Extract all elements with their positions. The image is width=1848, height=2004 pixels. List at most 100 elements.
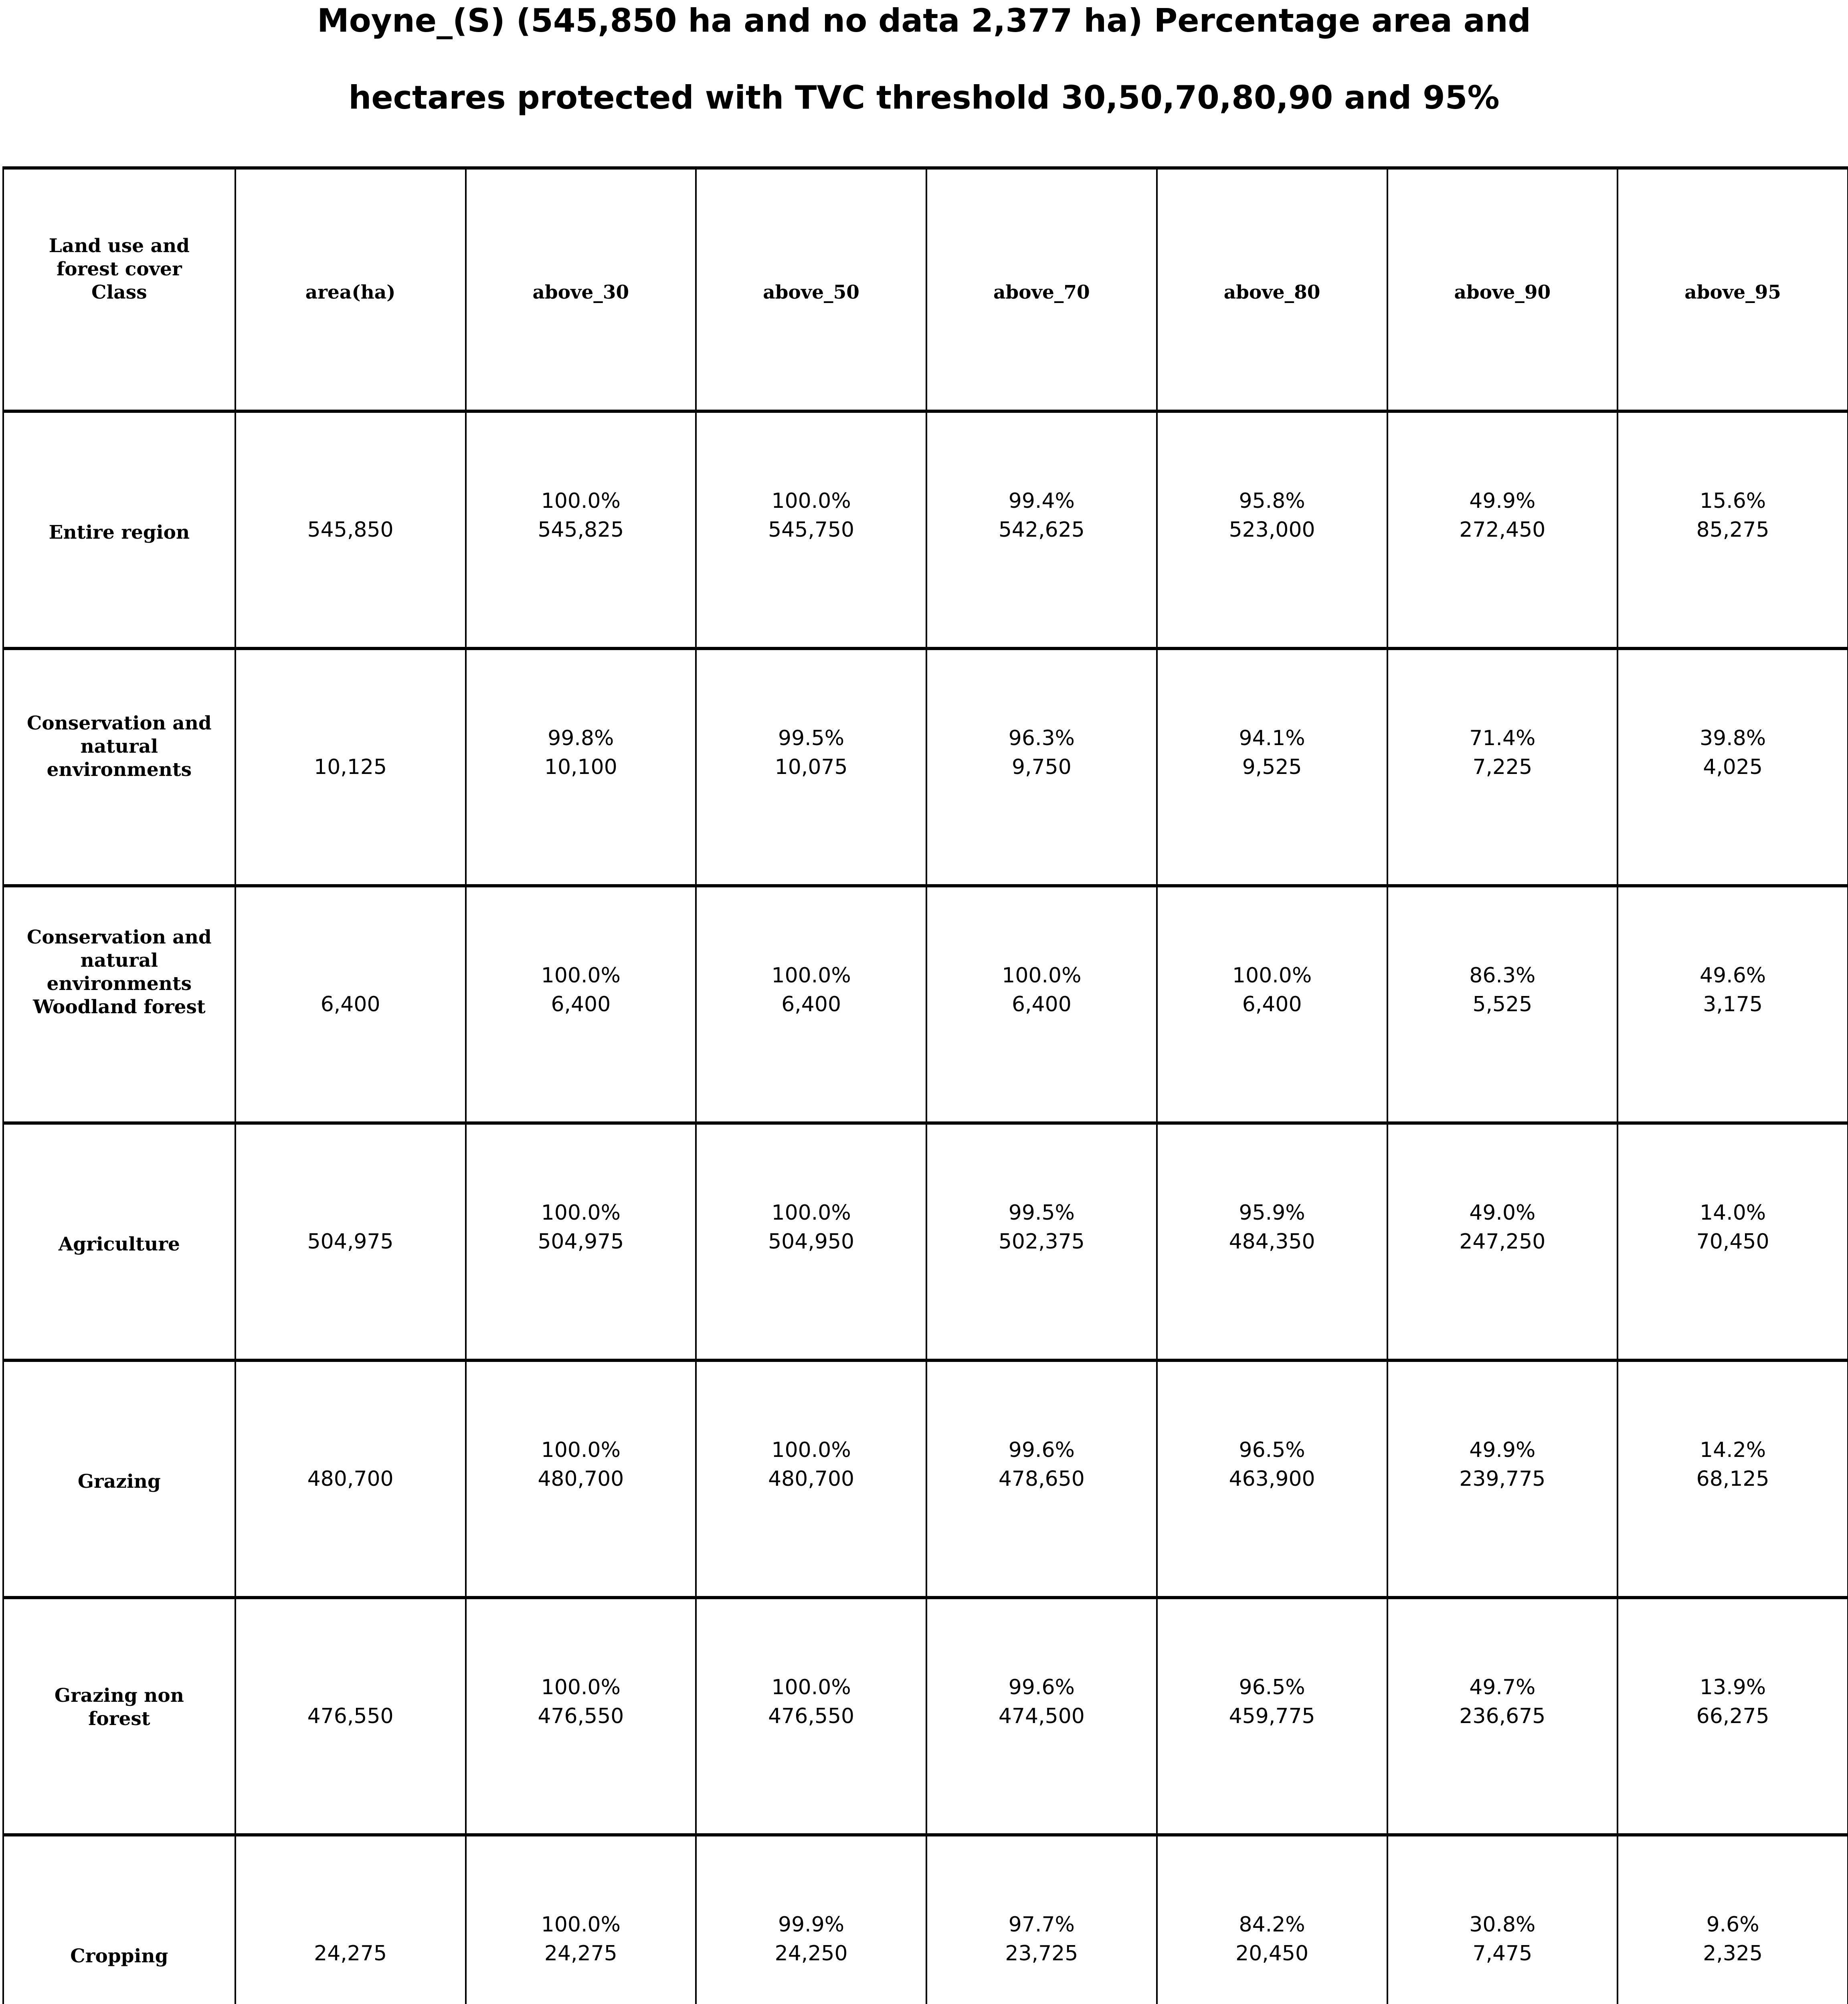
- hectares-value: 476,550: [768, 1704, 855, 1728]
- header-cell: area(ha): [234, 170, 465, 410]
- percent-value: 71.4%: [1469, 726, 1536, 750]
- area-value: 6,400: [320, 992, 380, 1016]
- percent-value: 100.0%: [771, 964, 851, 988]
- area-cell: 6,400: [234, 884, 465, 1121]
- area-value: 480,700: [307, 1467, 394, 1491]
- percent-value: 9.6%: [1706, 1913, 1759, 1937]
- percent-value: 100.0%: [771, 1201, 851, 1225]
- percent-value: 49.0%: [1469, 1201, 1536, 1225]
- value-cell: 100.0% 480,700: [465, 1359, 696, 1596]
- value-cell: 99.8% 10,100: [465, 647, 696, 884]
- percent-value: 39.8%: [1700, 726, 1766, 750]
- value-cell: 99.6% 478,650: [926, 1359, 1156, 1596]
- value-cell: 95.8% 523,000: [1156, 410, 1387, 647]
- hectares-value: 502,375: [998, 1230, 1085, 1254]
- hectares-value: 6,400: [1011, 992, 1072, 1016]
- value-stack: 84.2% 20,450: [1161, 1910, 1383, 1968]
- value-stack: 100.0% 545,750: [700, 487, 922, 544]
- hectares-value: 239,775: [1459, 1467, 1546, 1491]
- value-stack: 99.5% 502,375: [930, 1198, 1153, 1256]
- percent-value: 100.0%: [541, 1913, 621, 1937]
- value-stack: 100.0% 504,950: [700, 1198, 922, 1256]
- percent-value: 15.6%: [1700, 489, 1766, 513]
- row-label: Entire region: [49, 521, 190, 543]
- value-cell: 39.8% 4,025: [1617, 647, 1847, 884]
- value-cell: 100.0% 6,400: [1156, 884, 1387, 1121]
- hectares-value: 542,625: [998, 518, 1085, 542]
- value-stack: 100.0% 6,400: [1161, 961, 1383, 1019]
- hectares-value: 10,075: [774, 755, 848, 779]
- value-stack: 13.9% 66,275: [1622, 1673, 1844, 1731]
- hectares-value: 2,325: [1703, 1941, 1763, 1966]
- hectares-value: 6,400: [781, 992, 841, 1016]
- value-stack: 96.5% 463,900: [1161, 1436, 1383, 1493]
- row-label-cell: Conservation and natural environments Wo…: [4, 884, 235, 1121]
- value-stack: 100.0% 480,700: [470, 1436, 692, 1493]
- value-cell: 49.0% 247,250: [1386, 1121, 1617, 1359]
- value-cell: 84.2% 20,450: [1156, 1833, 1387, 2004]
- header-cell: above_95: [1617, 170, 1847, 410]
- percent-value: 99.6%: [1008, 1438, 1075, 1462]
- hectares-value: 6,400: [551, 992, 611, 1016]
- value-stack: 100.0% 476,550: [700, 1673, 922, 1731]
- percent-value: 100.0%: [541, 1438, 621, 1462]
- header-cell: above_50: [695, 170, 926, 410]
- value-stack: 99.5% 10,075: [700, 724, 922, 782]
- value-cell: 99.4% 542,625: [926, 410, 1156, 647]
- header-cell: above_30: [465, 170, 696, 410]
- row-label-cell: Grazing non forest: [4, 1596, 235, 1833]
- value-stack: 30.8% 7,475: [1391, 1910, 1614, 1968]
- value-stack: 100.0% 545,825: [470, 487, 692, 544]
- row-label-cell: Agriculture: [4, 1121, 235, 1359]
- value-cell: 100.0% 6,400: [926, 884, 1156, 1121]
- value-cell: 15.6% 85,275: [1617, 410, 1847, 647]
- hectares-value: 7,225: [1472, 755, 1533, 779]
- value-stack: 99.6% 474,500: [930, 1673, 1153, 1731]
- value-stack: 100.0% 6,400: [700, 961, 922, 1019]
- hectares-value: 10,100: [544, 755, 617, 779]
- row-label: Cropping: [70, 1945, 168, 1967]
- value-stack: 99.4% 542,625: [930, 487, 1153, 544]
- value-stack: 15.6% 85,275: [1622, 487, 1844, 544]
- value-stack: 49.6% 3,175: [1622, 961, 1844, 1019]
- header-label: above_30: [532, 281, 629, 303]
- percent-value: 99.9%: [778, 1913, 845, 1937]
- percent-value: 96.3%: [1008, 726, 1075, 750]
- value-cell: 49.7% 236,675: [1386, 1596, 1617, 1833]
- row-label: Grazing non forest: [54, 1685, 184, 1730]
- hectares-value: 85,275: [1696, 518, 1769, 542]
- value-stack: 95.9% 484,350: [1161, 1198, 1383, 1256]
- value-stack: 100.0% 504,975: [470, 1198, 692, 1256]
- value-stack: 94.1% 9,525: [1161, 724, 1383, 782]
- percent-value: 99.6%: [1008, 1675, 1075, 1699]
- row-label: Grazing: [77, 1471, 161, 1493]
- percent-value: 100.0%: [541, 1201, 621, 1225]
- hectares-value: 70,450: [1696, 1230, 1769, 1254]
- percent-value: 49.9%: [1469, 489, 1536, 513]
- hectares-value: 272,450: [1459, 518, 1546, 542]
- value-stack: 39.8% 4,025: [1622, 724, 1844, 782]
- header-cell: Land use and forest cover Class: [4, 170, 235, 410]
- value-cell: 9.6% 2,325: [1617, 1833, 1847, 2004]
- percent-value: 99.5%: [778, 726, 845, 750]
- value-cell: 100.0% 476,550: [465, 1596, 696, 1833]
- value-cell: 13.9% 66,275: [1617, 1596, 1847, 1833]
- header-label: area(ha): [305, 281, 396, 303]
- data-table: Land use and forest cover Class area(ha) a…: [2, 166, 1848, 2004]
- value-cell: 99.6% 474,500: [926, 1596, 1156, 1833]
- value-cell: 49.9% 239,775: [1386, 1359, 1617, 1596]
- value-stack: 100.0% 476,550: [470, 1673, 692, 1731]
- hectares-value: 24,250: [774, 1941, 848, 1966]
- value-cell: 94.1% 9,525: [1156, 647, 1387, 884]
- value-stack: 49.7% 236,675: [1391, 1673, 1614, 1731]
- row-label-cell: Conservation and natural environments: [4, 647, 235, 884]
- area-value: 10,125: [314, 755, 387, 779]
- value-cell: 95.9% 484,350: [1156, 1121, 1387, 1359]
- value-cell: 14.2% 68,125: [1617, 1359, 1847, 1596]
- header-label: above_90: [1454, 281, 1551, 303]
- percent-value: 97.7%: [1008, 1913, 1075, 1937]
- value-cell: 49.9% 272,450: [1386, 410, 1617, 647]
- header-label: above_50: [763, 281, 860, 303]
- hectares-value: 459,775: [1229, 1704, 1315, 1728]
- percent-value: 49.6%: [1700, 964, 1766, 988]
